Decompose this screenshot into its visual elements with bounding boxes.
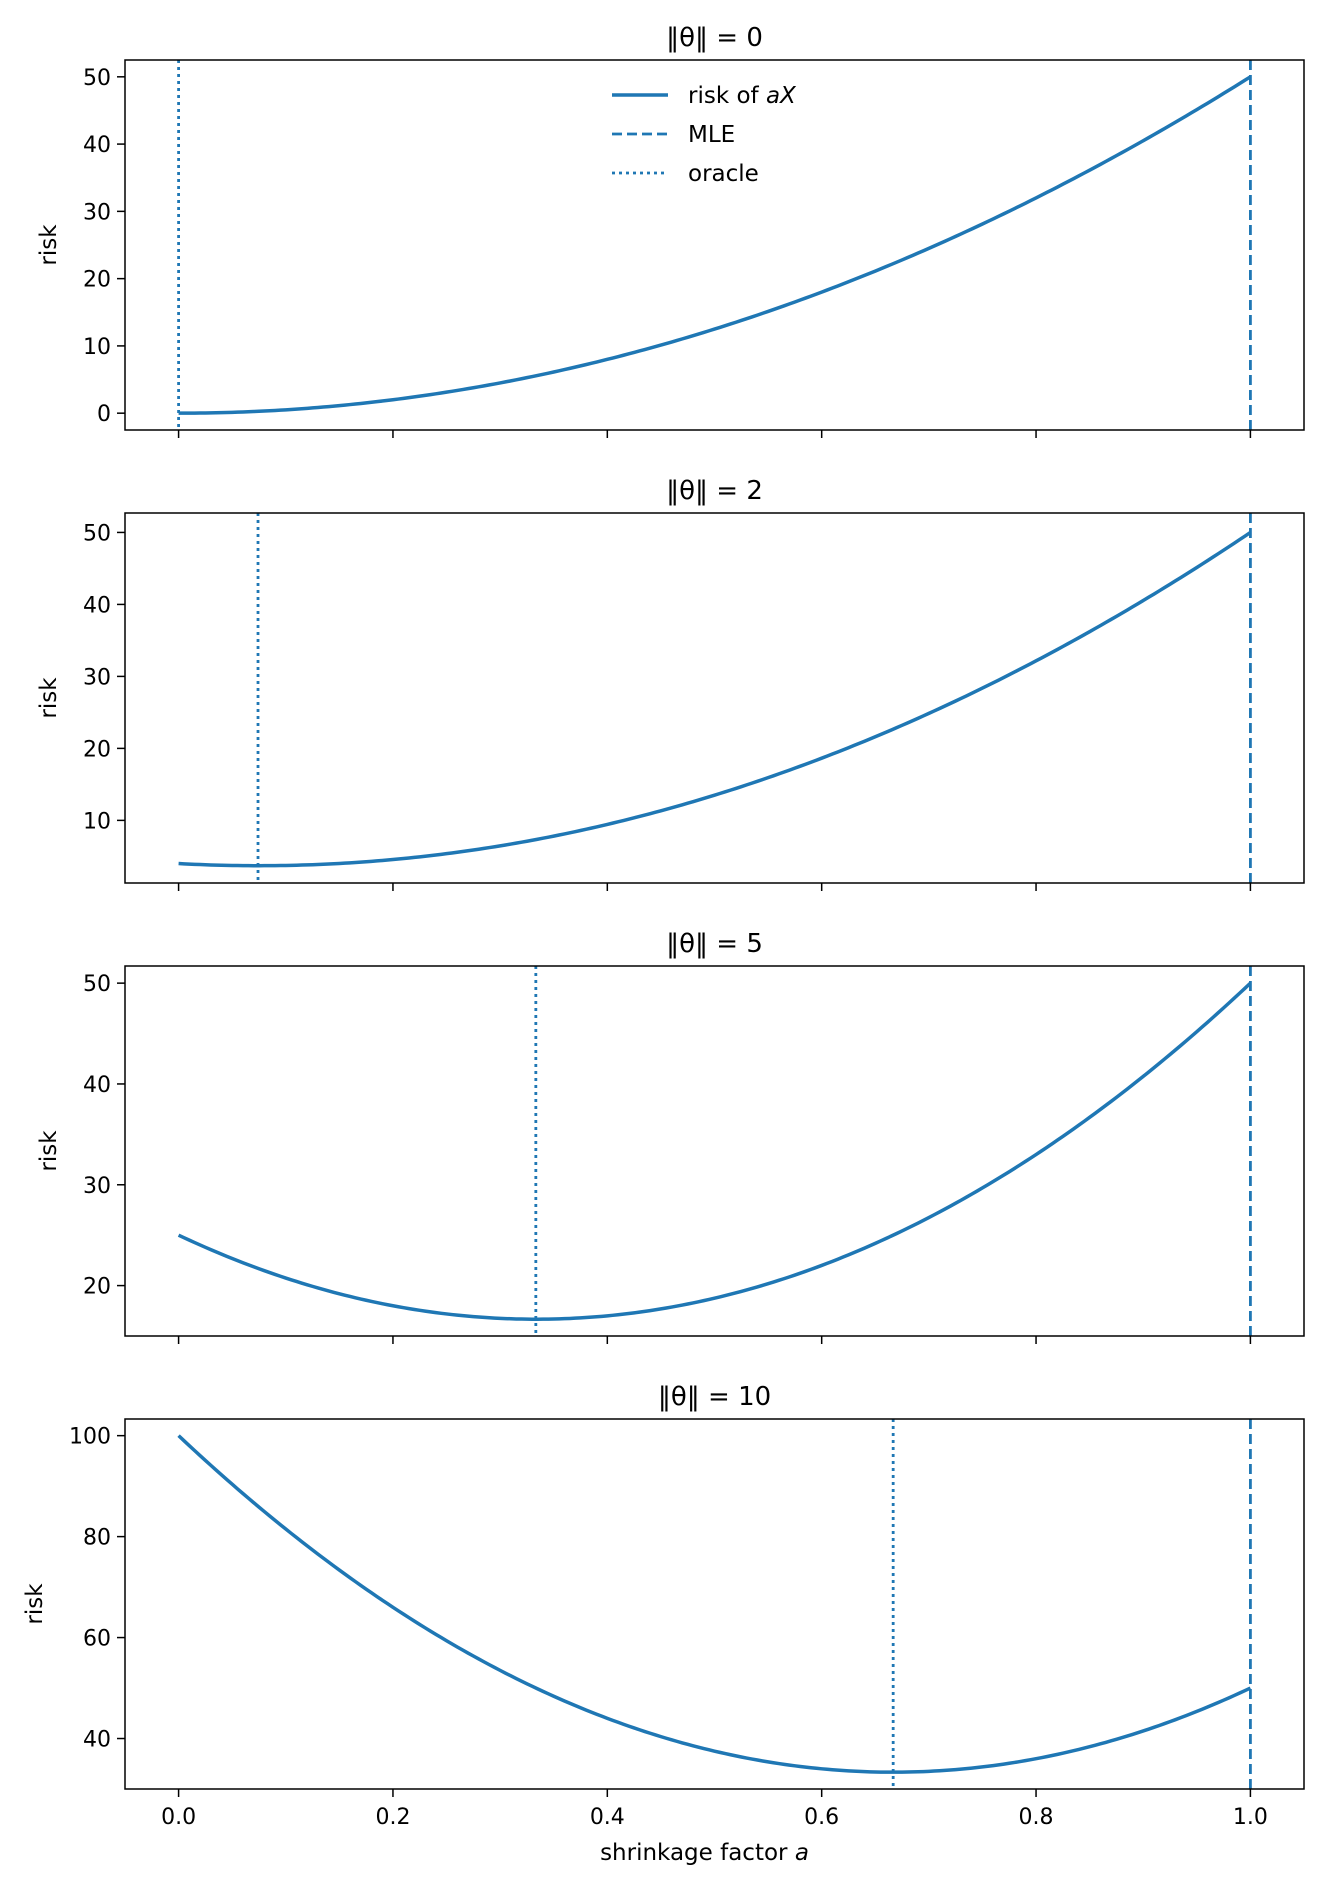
y-tick-label: 40 xyxy=(83,133,111,158)
x-tick-label: 0.2 xyxy=(375,1805,410,1830)
y-tick-label: 20 xyxy=(83,268,111,293)
panel-title: ‖θ‖ = 5 xyxy=(666,929,763,959)
x-tick-label: 0.6 xyxy=(804,1805,839,1830)
axes-frame xyxy=(124,512,1305,884)
legend-label: oracle xyxy=(688,161,759,187)
plot-area xyxy=(177,966,1252,1336)
y-axis-label: risk xyxy=(36,1130,62,1172)
risk-curve xyxy=(178,530,1252,868)
y-tick-label: 30 xyxy=(83,665,111,690)
x-axis-label: shrinkage factor a xyxy=(600,1840,809,1866)
y-tick-label: 50 xyxy=(83,521,111,546)
panel-2: ‖θ‖ = 5 20 30 40 50 risk xyxy=(36,929,1305,1344)
y-tick-label: 10 xyxy=(83,335,111,360)
y-tick-label: 40 xyxy=(83,1728,111,1753)
y-tick-label: 40 xyxy=(83,593,111,618)
panel-title: ‖θ‖ = 2 xyxy=(666,476,763,506)
y-tick-label: 30 xyxy=(83,200,111,225)
y-tick-label: 10 xyxy=(83,809,111,834)
legend: risk of aX MLE oracle xyxy=(612,83,797,187)
panel-3: ‖θ‖ = 10 40 60 80 100 0.0 0.2 0.4 0.6 0.8 1.0 risk xyxy=(22,1382,1305,1830)
risk-curve xyxy=(177,1434,1252,1774)
axes-frame xyxy=(124,59,1305,431)
y-tick-label: 0 xyxy=(97,402,111,427)
y-tick-label: 100 xyxy=(69,1425,111,1450)
y-tick-label: 20 xyxy=(83,1275,111,1300)
risk-curve xyxy=(177,981,1252,1321)
plot-area xyxy=(177,60,1252,430)
x-tick-label: 0.4 xyxy=(590,1805,625,1830)
chart-panels: ‖θ‖ = 0 0 10 20 30 40 50 risk risk of aX MLE oracl… xyxy=(22,23,1305,1830)
y-axis-label: risk xyxy=(36,224,62,266)
plot-area xyxy=(178,513,1252,883)
y-tick-label: 40 xyxy=(83,1073,111,1098)
y-axis-label: risk xyxy=(22,1583,48,1625)
y-axis-label: risk xyxy=(36,677,62,719)
y-tick-label: 50 xyxy=(83,66,111,91)
y-tick-label: 20 xyxy=(83,737,111,762)
axes-frame xyxy=(124,965,1305,1337)
legend-label: risk of aX xyxy=(688,83,797,109)
panel-title: ‖θ‖ = 10 xyxy=(658,1382,771,1412)
legend-label: MLE xyxy=(688,122,735,148)
plot-area xyxy=(177,1419,1252,1789)
x-tick-label: 1.0 xyxy=(1233,1805,1268,1830)
y-tick-label: 30 xyxy=(83,1174,111,1199)
y-tick-label: 50 xyxy=(83,972,111,997)
panel-title: ‖θ‖ = 0 xyxy=(666,23,763,53)
panel-0: ‖θ‖ = 0 0 10 20 30 40 50 risk risk of aX MLE oracl… xyxy=(36,23,1305,438)
axes-frame xyxy=(124,1418,1305,1790)
panel-1: ‖θ‖ = 2 10 20 30 40 50 risk xyxy=(36,476,1305,891)
risk-curve xyxy=(178,75,1252,415)
x-tick-label: 0.0 xyxy=(161,1805,196,1830)
y-tick-label: 60 xyxy=(83,1627,111,1652)
x-tick-label: 0.8 xyxy=(1019,1805,1054,1830)
y-tick-label: 80 xyxy=(83,1526,111,1551)
